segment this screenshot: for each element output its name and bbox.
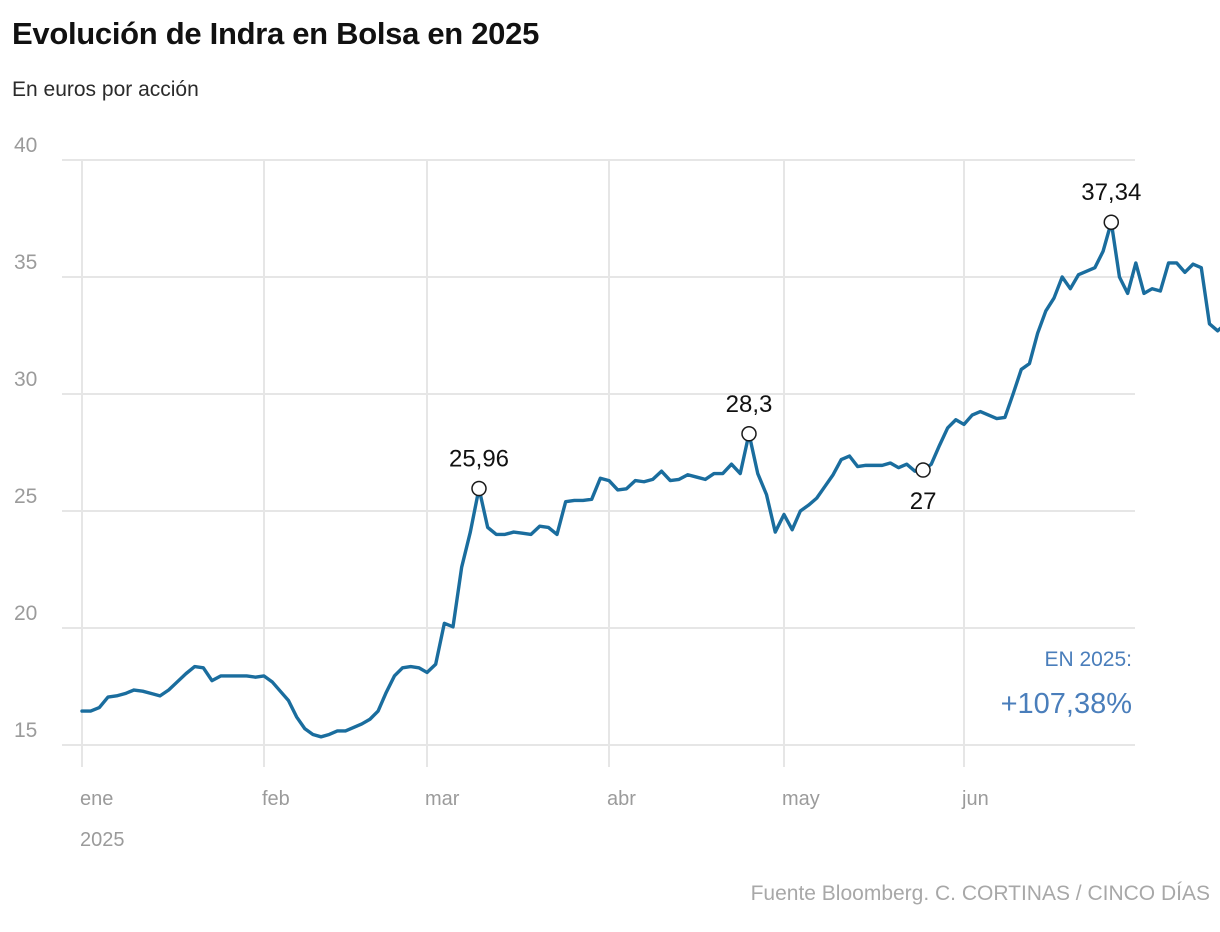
data-point-label: 28,3 bbox=[726, 391, 773, 418]
x-axis-tick-label: feb bbox=[262, 788, 290, 810]
horizontal-gridlines bbox=[62, 159, 1135, 746]
x-axis-year-label: 2025 bbox=[80, 829, 125, 851]
y-axis-tick-label: 30 bbox=[14, 368, 37, 391]
data-point-label: 25,96 bbox=[449, 446, 509, 473]
y-axis-labels: 15 20 25 30 35 40 bbox=[14, 134, 37, 742]
data-point-label: 27 bbox=[910, 488, 937, 515]
data-point-marker bbox=[741, 426, 757, 442]
vertical-gridlines bbox=[81, 160, 965, 767]
y-axis-tick-label: 20 bbox=[14, 602, 37, 625]
y-axis-tick-label: 15 bbox=[14, 719, 37, 742]
y-axis-tick-label: 25 bbox=[14, 485, 37, 508]
data-point-marker bbox=[915, 462, 931, 478]
data-point-label: 37,34 bbox=[1081, 179, 1141, 206]
page-title: Evolución de Indra en Bolsa en 2025 bbox=[12, 16, 540, 51]
x-axis-tick-label: mar bbox=[425, 788, 460, 810]
source-credit: Fuente Bloomberg. C. CORTINAS / CINCO DÍ… bbox=[750, 882, 1210, 905]
x-axis-tick-label: may bbox=[782, 788, 820, 810]
y-axis-tick-label: 35 bbox=[14, 251, 37, 274]
performance-label: EN 2025: bbox=[1044, 648, 1132, 671]
chart-subtitle: En euros por acción bbox=[12, 78, 199, 101]
data-point-marker bbox=[1103, 214, 1120, 230]
performance-value: +107,38% bbox=[1000, 688, 1132, 720]
data-point-marker bbox=[471, 480, 487, 497]
x-axis-tick-label: abr bbox=[607, 788, 636, 810]
x-axis-tick-label: jun bbox=[961, 788, 989, 810]
x-axis-labels: ene feb mar abr may jun 2025 bbox=[80, 788, 989, 851]
price-line-series bbox=[80, 220, 1220, 739]
x-axis-tick-label: ene bbox=[80, 788, 113, 810]
y-axis-tick-label: 40 bbox=[14, 134, 37, 157]
